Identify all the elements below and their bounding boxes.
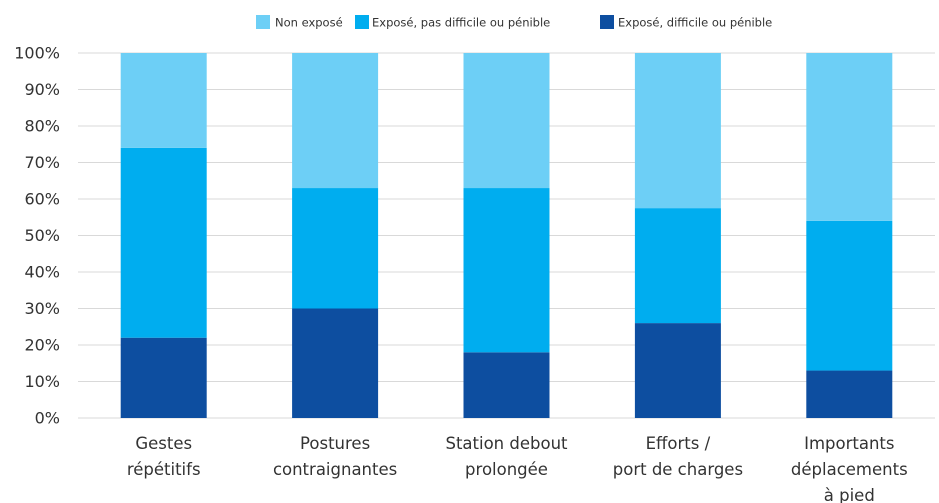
bar-segment (463, 188, 550, 353)
bar-segment (292, 53, 379, 189)
y-tick-label: 10% (24, 372, 60, 391)
bar-segment (120, 53, 207, 148)
bars (120, 53, 893, 418)
bar-segment (806, 53, 893, 221)
y-tick-label: 100% (14, 44, 60, 63)
bar-segment (634, 53, 721, 209)
x-category-label: Station debout (445, 434, 568, 453)
legend-swatch (355, 15, 369, 29)
y-tick-label: 70% (24, 153, 60, 172)
x-category-label: Importants (804, 434, 894, 453)
x-category-label: Efforts / (646, 434, 711, 453)
y-tick-label: 0% (35, 409, 60, 428)
bar-segment (806, 370, 893, 418)
legend-label: Exposé, pas difficile ou pénible (372, 16, 550, 30)
x-axis-categories: Gestes répétitifs Postures contraignantes St… (127, 434, 908, 503)
y-tick-label: 90% (24, 80, 60, 99)
y-tick-label: 50% (24, 226, 60, 245)
legend-label: Exposé, difficile ou pénible (618, 16, 772, 30)
bar-segment (806, 220, 893, 371)
x-category-label: déplacements (791, 460, 908, 479)
x-category-label: Postures (300, 434, 370, 453)
bar-segment (120, 337, 207, 418)
y-tick-label: 60% (24, 190, 60, 209)
x-category-label: à pied (824, 486, 875, 503)
legend-swatch (600, 15, 614, 29)
x-category-label: Gestes (135, 434, 192, 453)
bar-segment (120, 147, 207, 338)
legend-label: Non exposé (275, 16, 343, 30)
y-tick-label: 40% (24, 263, 60, 282)
bar-segment (463, 53, 550, 189)
bar-segment (463, 352, 550, 418)
x-category-label: répétitifs (127, 460, 201, 479)
bar-segment (634, 208, 721, 324)
bar-segment (292, 188, 379, 309)
x-category-label: prolongée (465, 460, 548, 479)
bar-segment (634, 323, 721, 418)
legend-swatch (256, 15, 270, 29)
y-tick-label: 30% (24, 299, 60, 318)
x-category-label: port de charges (613, 460, 743, 479)
legend: Non exposé Exposé, pas difficile ou pénib… (256, 15, 772, 30)
x-category-label: contraignantes (273, 460, 397, 479)
y-axis-ticks: 0% 10% 20% 30% 40% 50% 60% 70% 80% 90% 100% (14, 44, 60, 428)
y-tick-label: 20% (24, 336, 60, 355)
bar-segment (292, 308, 379, 418)
y-tick-label: 80% (24, 117, 60, 136)
